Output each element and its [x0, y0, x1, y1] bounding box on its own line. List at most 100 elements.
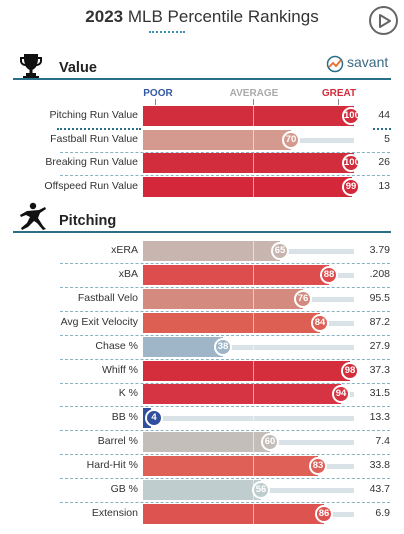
- percentile-circle[interactable]: 100: [342, 154, 360, 172]
- percentile-circle[interactable]: 65: [271, 242, 289, 260]
- stat-value: 26: [378, 156, 390, 168]
- average-line: [253, 360, 254, 381]
- average-line: [253, 336, 254, 357]
- chart-row: Barrel % 60 7.4: [0, 432, 404, 456]
- average-line: [253, 106, 254, 126]
- scale-tick-average: [253, 99, 254, 105]
- chart-row: xERA 65 3.79: [0, 241, 404, 264]
- metric-label: xERA: [111, 244, 138, 256]
- row-divider: [60, 502, 390, 503]
- chart-row: Fastball Run Value 70 5: [0, 129, 404, 153]
- row-divider: [60, 454, 390, 456]
- metric-label: Chase %: [95, 339, 138, 352]
- chart-row: Pitching Run Value 100 44: [0, 106, 404, 130]
- average-line: [253, 176, 254, 197]
- average-line: [253, 264, 254, 285]
- percentile-circle[interactable]: 99: [342, 177, 360, 196]
- bar-track: [143, 344, 354, 350]
- average-line: [253, 432, 254, 453]
- section-title-pitching: Pitching: [59, 213, 117, 229]
- row-divider: [60, 175, 390, 176]
- chart-row: K % 94 31.5: [0, 384, 404, 408]
- percentile-bar: [143, 312, 320, 333]
- scale-great: GREAT: [321, 88, 357, 99]
- average-line: [253, 129, 254, 150]
- chart-row: Avg Exit Velocity 84 87.2: [0, 312, 404, 336]
- title-underline: [149, 31, 185, 33]
- stat-value: 6.9: [375, 506, 390, 519]
- metric-label: Avg Exit Velocity: [60, 315, 138, 328]
- row-divider: [60, 430, 390, 432]
- percentile-circle[interactable]: 98: [341, 361, 359, 380]
- percentile-circle[interactable]: 86: [315, 504, 333, 523]
- percentile-circle[interactable]: 38: [214, 337, 232, 356]
- row-divider: [60, 358, 390, 360]
- percentile-circle[interactable]: 76: [294, 289, 312, 308]
- average-line: [253, 153, 254, 173]
- percentile-circle[interactable]: 60: [261, 433, 279, 452]
- percentile-bar: [143, 129, 291, 150]
- percentile-circle[interactable]: 70: [282, 130, 300, 149]
- section-header-value: Value: [13, 50, 391, 80]
- stat-value: 7.4: [375, 435, 390, 448]
- average-line: [253, 241, 254, 261]
- metric-label: K %: [118, 387, 138, 400]
- metric-label: Pitching Run Value: [49, 109, 138, 121]
- percentile-circle[interactable]: 94: [332, 385, 350, 404]
- row-divider: [60, 151, 390, 153]
- metric-label: Barrel %: [97, 435, 138, 448]
- chart-row: Fastball Velo 76 95.5: [0, 288, 404, 312]
- percentile-bar: [143, 241, 280, 261]
- section-title-value: Value: [59, 60, 97, 76]
- percentile-bar: [143, 360, 350, 381]
- chart-row: BB % 4 13.3: [0, 408, 404, 432]
- percentile-circle[interactable]: 4: [145, 409, 163, 428]
- chart-row: Breaking Run Value 100 26: [0, 153, 404, 176]
- average-line: [253, 312, 254, 333]
- percentile-bar: [143, 456, 318, 477]
- percentile-circle[interactable]: 56: [252, 481, 270, 499]
- section-rule: [13, 78, 391, 80]
- percentile-bar: [143, 264, 329, 285]
- stat-value: 27.9: [369, 339, 390, 352]
- average-line: [253, 456, 254, 477]
- metric-label: Offspeed Run Value: [44, 179, 138, 192]
- scale-tick-great: [338, 99, 339, 105]
- percentile-bar: [143, 384, 341, 405]
- stat-value: 31.5: [369, 387, 390, 400]
- trophy-icon: [20, 54, 42, 79]
- stat-value: 3.79: [369, 244, 390, 256]
- title-text: MLB Percentile Rankings: [127, 7, 319, 26]
- chart-row: GB % 56 43.7: [0, 480, 404, 503]
- percentile-circle[interactable]: 84: [311, 313, 329, 332]
- percentile-bar: [143, 336, 223, 357]
- row-divider: [60, 286, 390, 288]
- stat-value: 13.3: [369, 411, 390, 424]
- section-header-pitching: Pitching: [13, 202, 391, 233]
- title-year: 2023: [85, 7, 124, 26]
- metric-label: Breaking Run Value: [45, 156, 138, 168]
- percentile-bar: [143, 432, 270, 453]
- metric-label: xBA: [118, 267, 138, 280]
- percentile-bar: [143, 480, 261, 500]
- metric-label: BB %: [111, 411, 138, 424]
- row-divider: [60, 334, 390, 336]
- row-divider: [57, 128, 141, 130]
- play-button[interactable]: [369, 6, 398, 35]
- percentile-bar: [143, 288, 303, 309]
- metric-label: Fastball Run Value: [50, 132, 138, 145]
- section-rule: [13, 231, 391, 233]
- bar-track: [143, 416, 354, 422]
- percentile-circle[interactable]: 83: [309, 457, 327, 476]
- savant-brand[interactable]: savant: [347, 54, 389, 70]
- percentile-circle[interactable]: 88: [320, 265, 338, 284]
- percentile-circle[interactable]: 100: [342, 107, 360, 125]
- row-divider: [60, 263, 390, 264]
- pitcher-icon: [20, 202, 46, 230]
- chart-row: Extension 86 6.9: [0, 503, 404, 524]
- chart-row: Whiff % 98 37.3: [0, 360, 404, 384]
- percentile-bar: [143, 106, 354, 126]
- percentile-bar: [143, 176, 352, 197]
- metric-label: Fastball Velo: [77, 291, 138, 304]
- stat-value: 33.8: [369, 459, 390, 472]
